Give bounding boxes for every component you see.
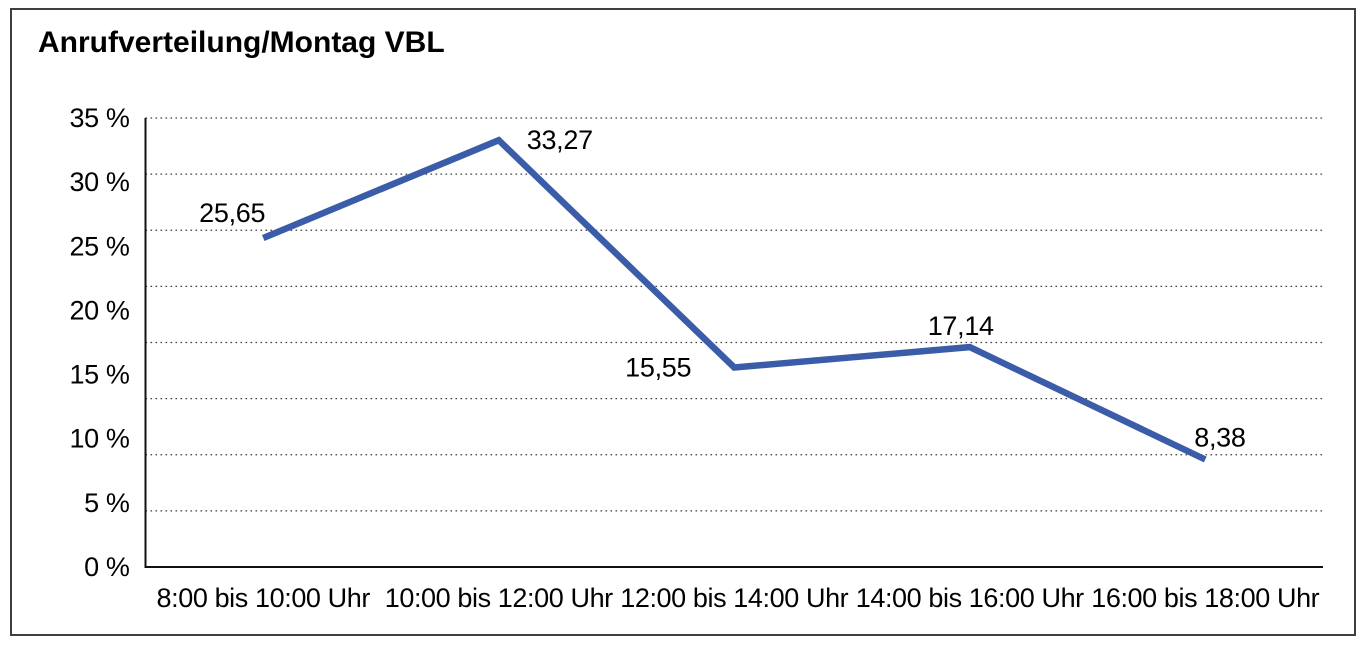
y-tick-label: 35 % (70, 103, 130, 133)
y-tick-label: 15 % (70, 360, 130, 390)
chart-frame-border (10, 8, 1356, 636)
y-tick-label: 30 % (70, 167, 130, 197)
data-point-label: 17,14 (928, 311, 994, 341)
data-series-line (262, 136, 1207, 463)
data-point-label: 25,65 (199, 198, 265, 228)
x-tick-label: 8:00 bis 10:00 Uhr (157, 583, 371, 613)
x-tick-label: 12:00 bis 14:00 Uhr (620, 583, 848, 613)
x-tick-label: 16:00 bis 18:00 Uhr (1091, 583, 1319, 613)
data-point-label: 8,38 (1194, 422, 1245, 452)
data-point-label: 15,55 (625, 353, 691, 383)
y-tick-label: 0 % (84, 552, 130, 582)
x-tick-label: 14:00 bis 16:00 Uhr (856, 583, 1084, 613)
y-tick-label: 20 % (70, 295, 130, 325)
y-tick-label: 25 % (70, 231, 130, 261)
y-tick-label: 5 % (84, 488, 130, 518)
x-tick-label: 10:00 bis 12:00 Uhr (385, 583, 613, 613)
y-tick-label: 10 % (70, 424, 130, 454)
data-point-label: 33,27 (527, 125, 593, 155)
chart-title: Anrufverteilung/Montag VBL (38, 26, 445, 59)
